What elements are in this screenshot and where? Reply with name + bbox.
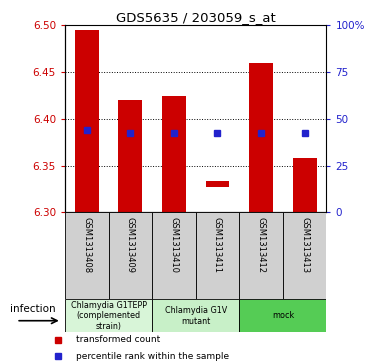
Text: GSM1313410: GSM1313410	[170, 217, 178, 273]
Bar	[108, 212, 152, 299]
Bar	[283, 212, 326, 299]
Bar	[239, 299, 326, 332]
Bar	[152, 299, 239, 332]
Text: GSM1313413: GSM1313413	[300, 217, 309, 273]
Bar	[206, 180, 230, 187]
Bar	[75, 30, 99, 212]
Text: GSM1313412: GSM1313412	[257, 217, 266, 273]
Title: GDS5635 / 203059_s_at: GDS5635 / 203059_s_at	[116, 11, 276, 24]
Bar	[152, 212, 196, 299]
Text: Chlamydia G1TEPP
(complemented
strain): Chlamydia G1TEPP (complemented strain)	[70, 301, 147, 331]
Bar	[249, 63, 273, 212]
Text: percentile rank within the sample: percentile rank within the sample	[76, 352, 229, 361]
Text: mock: mock	[272, 311, 294, 320]
Text: transformed count: transformed count	[76, 335, 161, 344]
Bar	[293, 158, 317, 212]
Bar	[118, 100, 142, 212]
Text: GSM1313409: GSM1313409	[126, 217, 135, 273]
Bar	[65, 212, 109, 299]
Bar	[65, 299, 152, 332]
Bar	[239, 212, 283, 299]
Bar	[162, 95, 186, 212]
Text: GSM1313408: GSM1313408	[82, 217, 91, 273]
Text: Chlamydia G1V
mutant: Chlamydia G1V mutant	[165, 306, 227, 326]
Text: infection: infection	[10, 303, 55, 314]
Text: GSM1313411: GSM1313411	[213, 217, 222, 273]
Bar	[196, 212, 239, 299]
